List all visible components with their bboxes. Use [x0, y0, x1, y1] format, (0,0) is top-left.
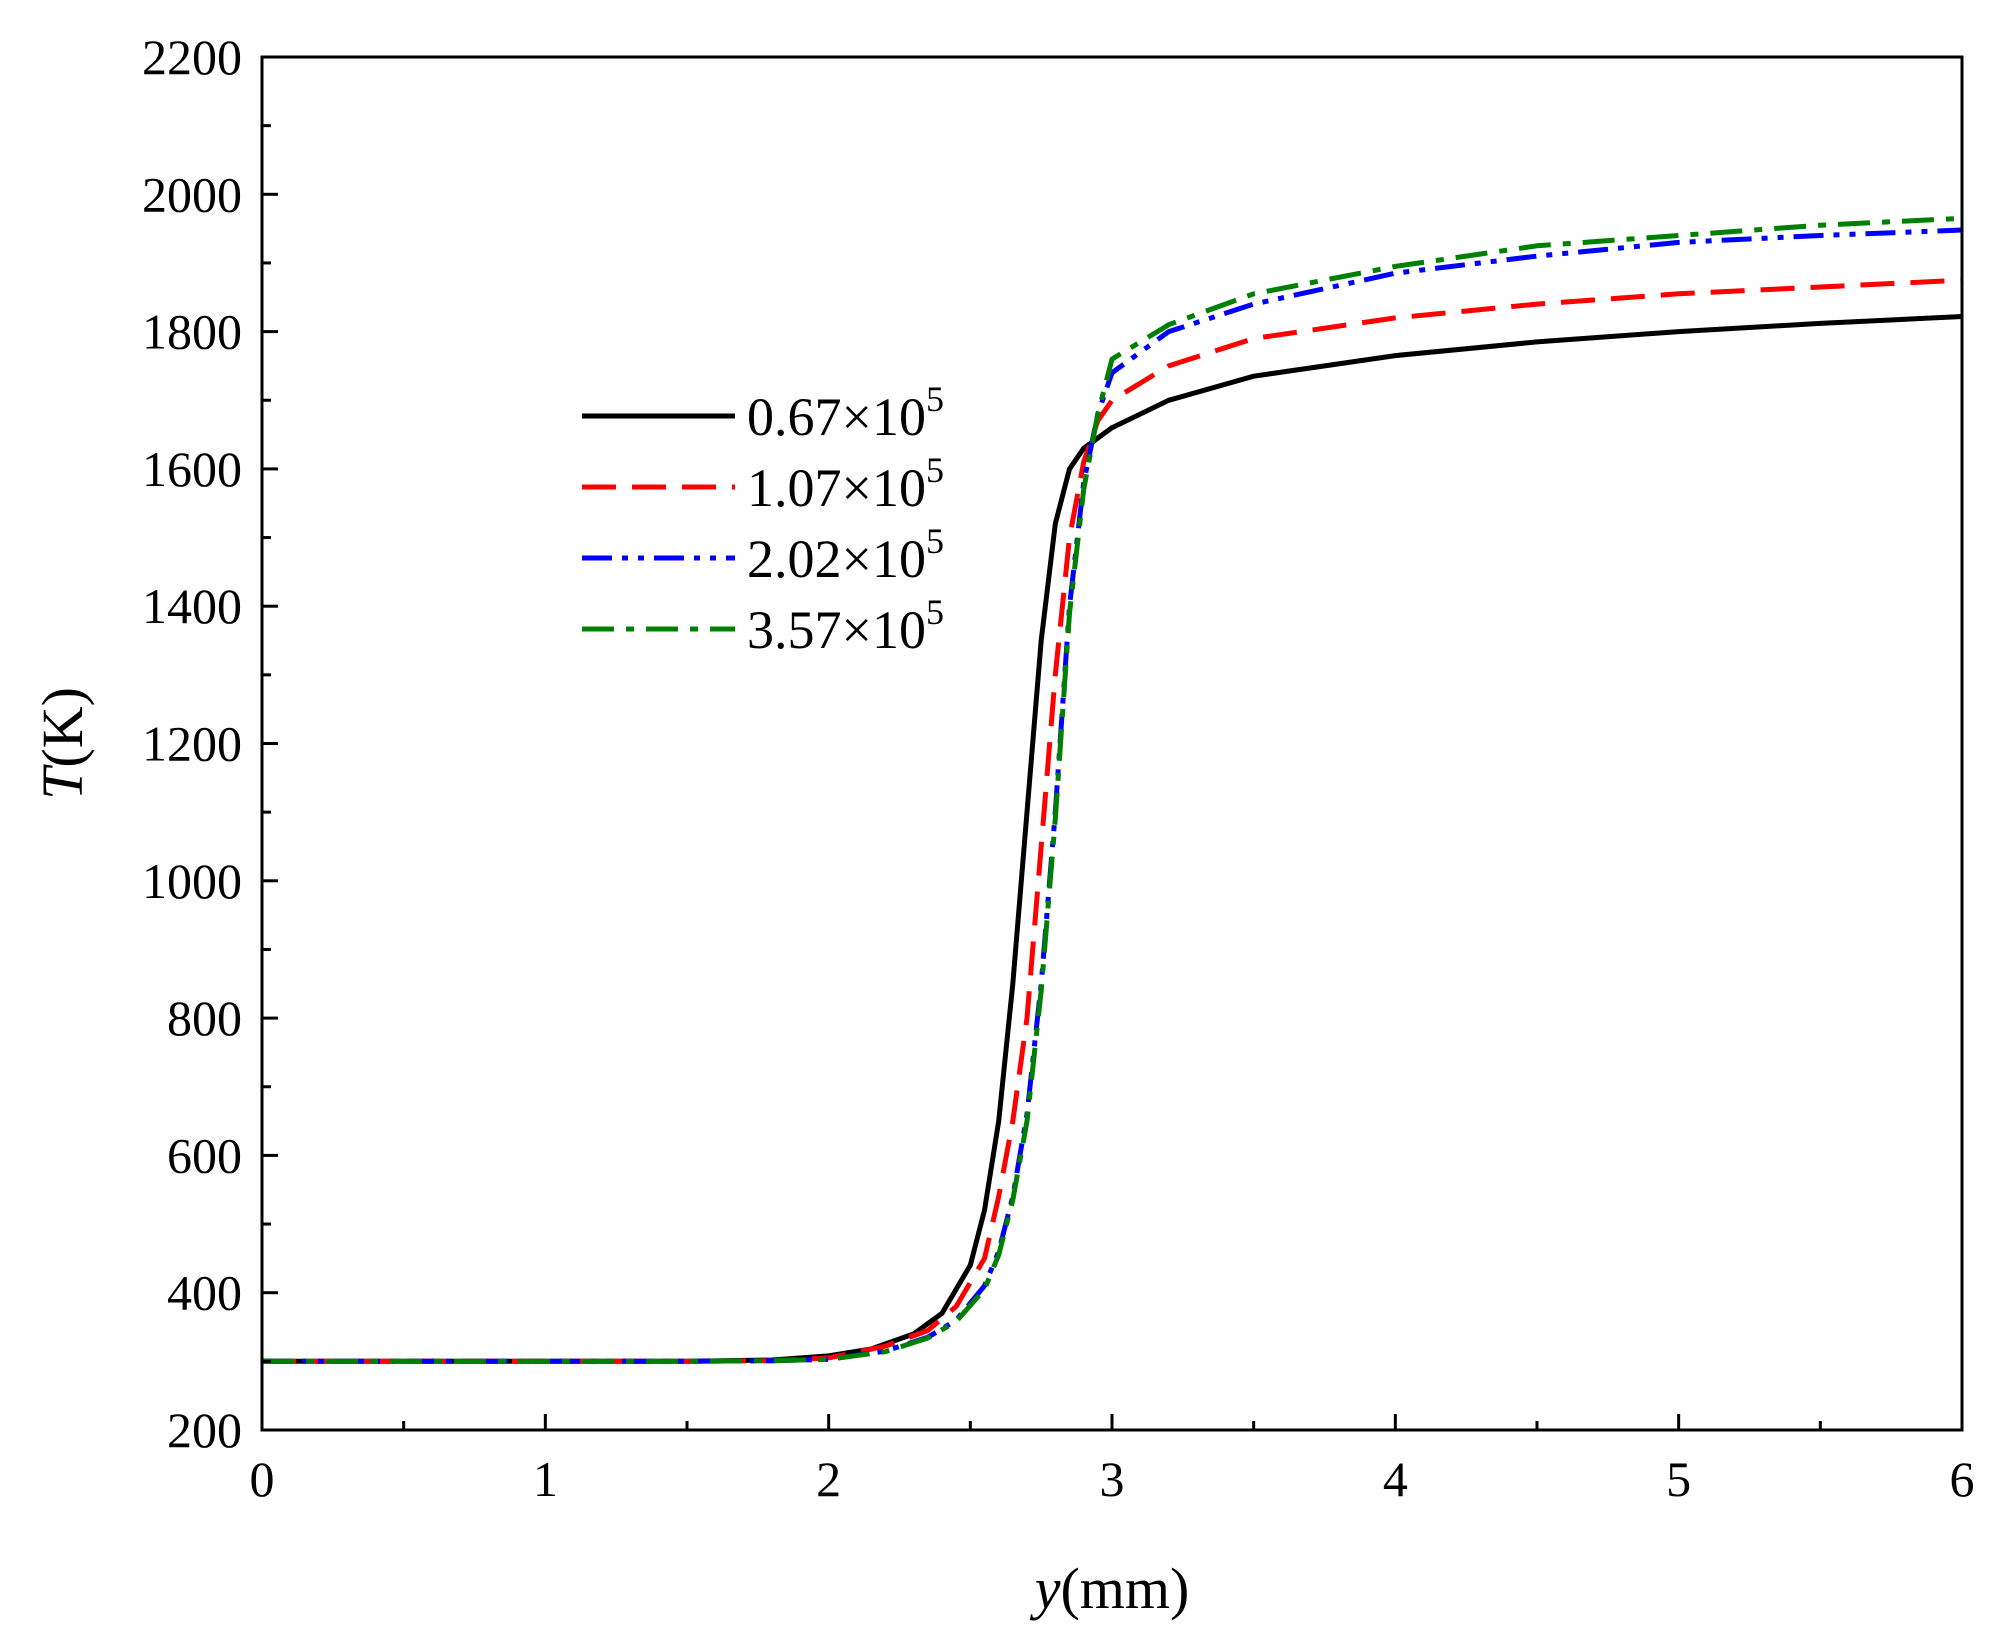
x-tick-label: 6 — [1950, 1451, 1975, 1507]
y-tick-label: 1000 — [142, 853, 242, 909]
legend-label-mantissa: 1.07×10 — [747, 458, 926, 518]
y-tick-label: 1600 — [142, 441, 242, 497]
legend-label-3: 2.02×105 — [747, 521, 944, 589]
plot-lines — [262, 215, 1963, 1364]
x-tick-label: 4 — [1383, 1451, 1408, 1507]
legend-label-mantissa: 0.67×10 — [747, 387, 926, 447]
legend-label-2: 1.07×105 — [747, 450, 944, 518]
y-tick-label: 1200 — [142, 716, 242, 772]
axis-tick-labels: 0 1 2 3 4 5 6 200 400 600 800 1000 1200 1400 1600 1800 2… — [142, 29, 1975, 1507]
series-line-3 — [262, 227, 1963, 1364]
legend-label-exponent: 5 — [926, 521, 944, 561]
y-tick-label: 1800 — [142, 304, 242, 360]
legend-label-4: 3.57×105 — [747, 592, 944, 660]
legend-label-exponent: 5 — [926, 592, 944, 632]
y-tick-label: 600 — [167, 1127, 242, 1183]
y-tick-label: 200 — [167, 1402, 242, 1458]
y-tick-label: 2000 — [142, 166, 242, 222]
legend-label-exponent: 5 — [926, 379, 944, 419]
y-axis-title-unit: (K) — [30, 687, 95, 768]
legend-label-1: 0.67×105 — [747, 379, 944, 447]
y-axis-title: T(K) — [30, 687, 95, 800]
x-axis-title-unit: (mm) — [1060, 1556, 1189, 1621]
y-tick-label: 800 — [167, 990, 242, 1046]
plot-frame — [260, 55, 1964, 1432]
series-line-1 — [262, 314, 1963, 1364]
series-line-2 — [262, 277, 1963, 1364]
x-tick-label: 3 — [1100, 1451, 1125, 1507]
x-axis-title: y(mm) — [1030, 1556, 1190, 1621]
x-tick-label: 5 — [1666, 1451, 1691, 1507]
legend-label-mantissa: 3.57×10 — [747, 600, 926, 660]
legend-label-mantissa: 2.02×10 — [747, 529, 926, 589]
x-tick-label: 0 — [250, 1451, 275, 1507]
y-axis-title-symbol: T — [30, 764, 95, 800]
x-axis-title-symbol: y — [1030, 1556, 1061, 1621]
y-tick-label: 400 — [167, 1265, 242, 1321]
axis-ticks — [260, 55, 1964, 1432]
legend-label-exponent: 5 — [926, 450, 944, 490]
y-tick-label: 2200 — [142, 29, 242, 85]
y-tick-label: 1400 — [142, 578, 242, 634]
x-tick-label: 2 — [816, 1451, 841, 1507]
x-tick-label: 1 — [533, 1451, 558, 1507]
series-line-4 — [262, 215, 1963, 1364]
